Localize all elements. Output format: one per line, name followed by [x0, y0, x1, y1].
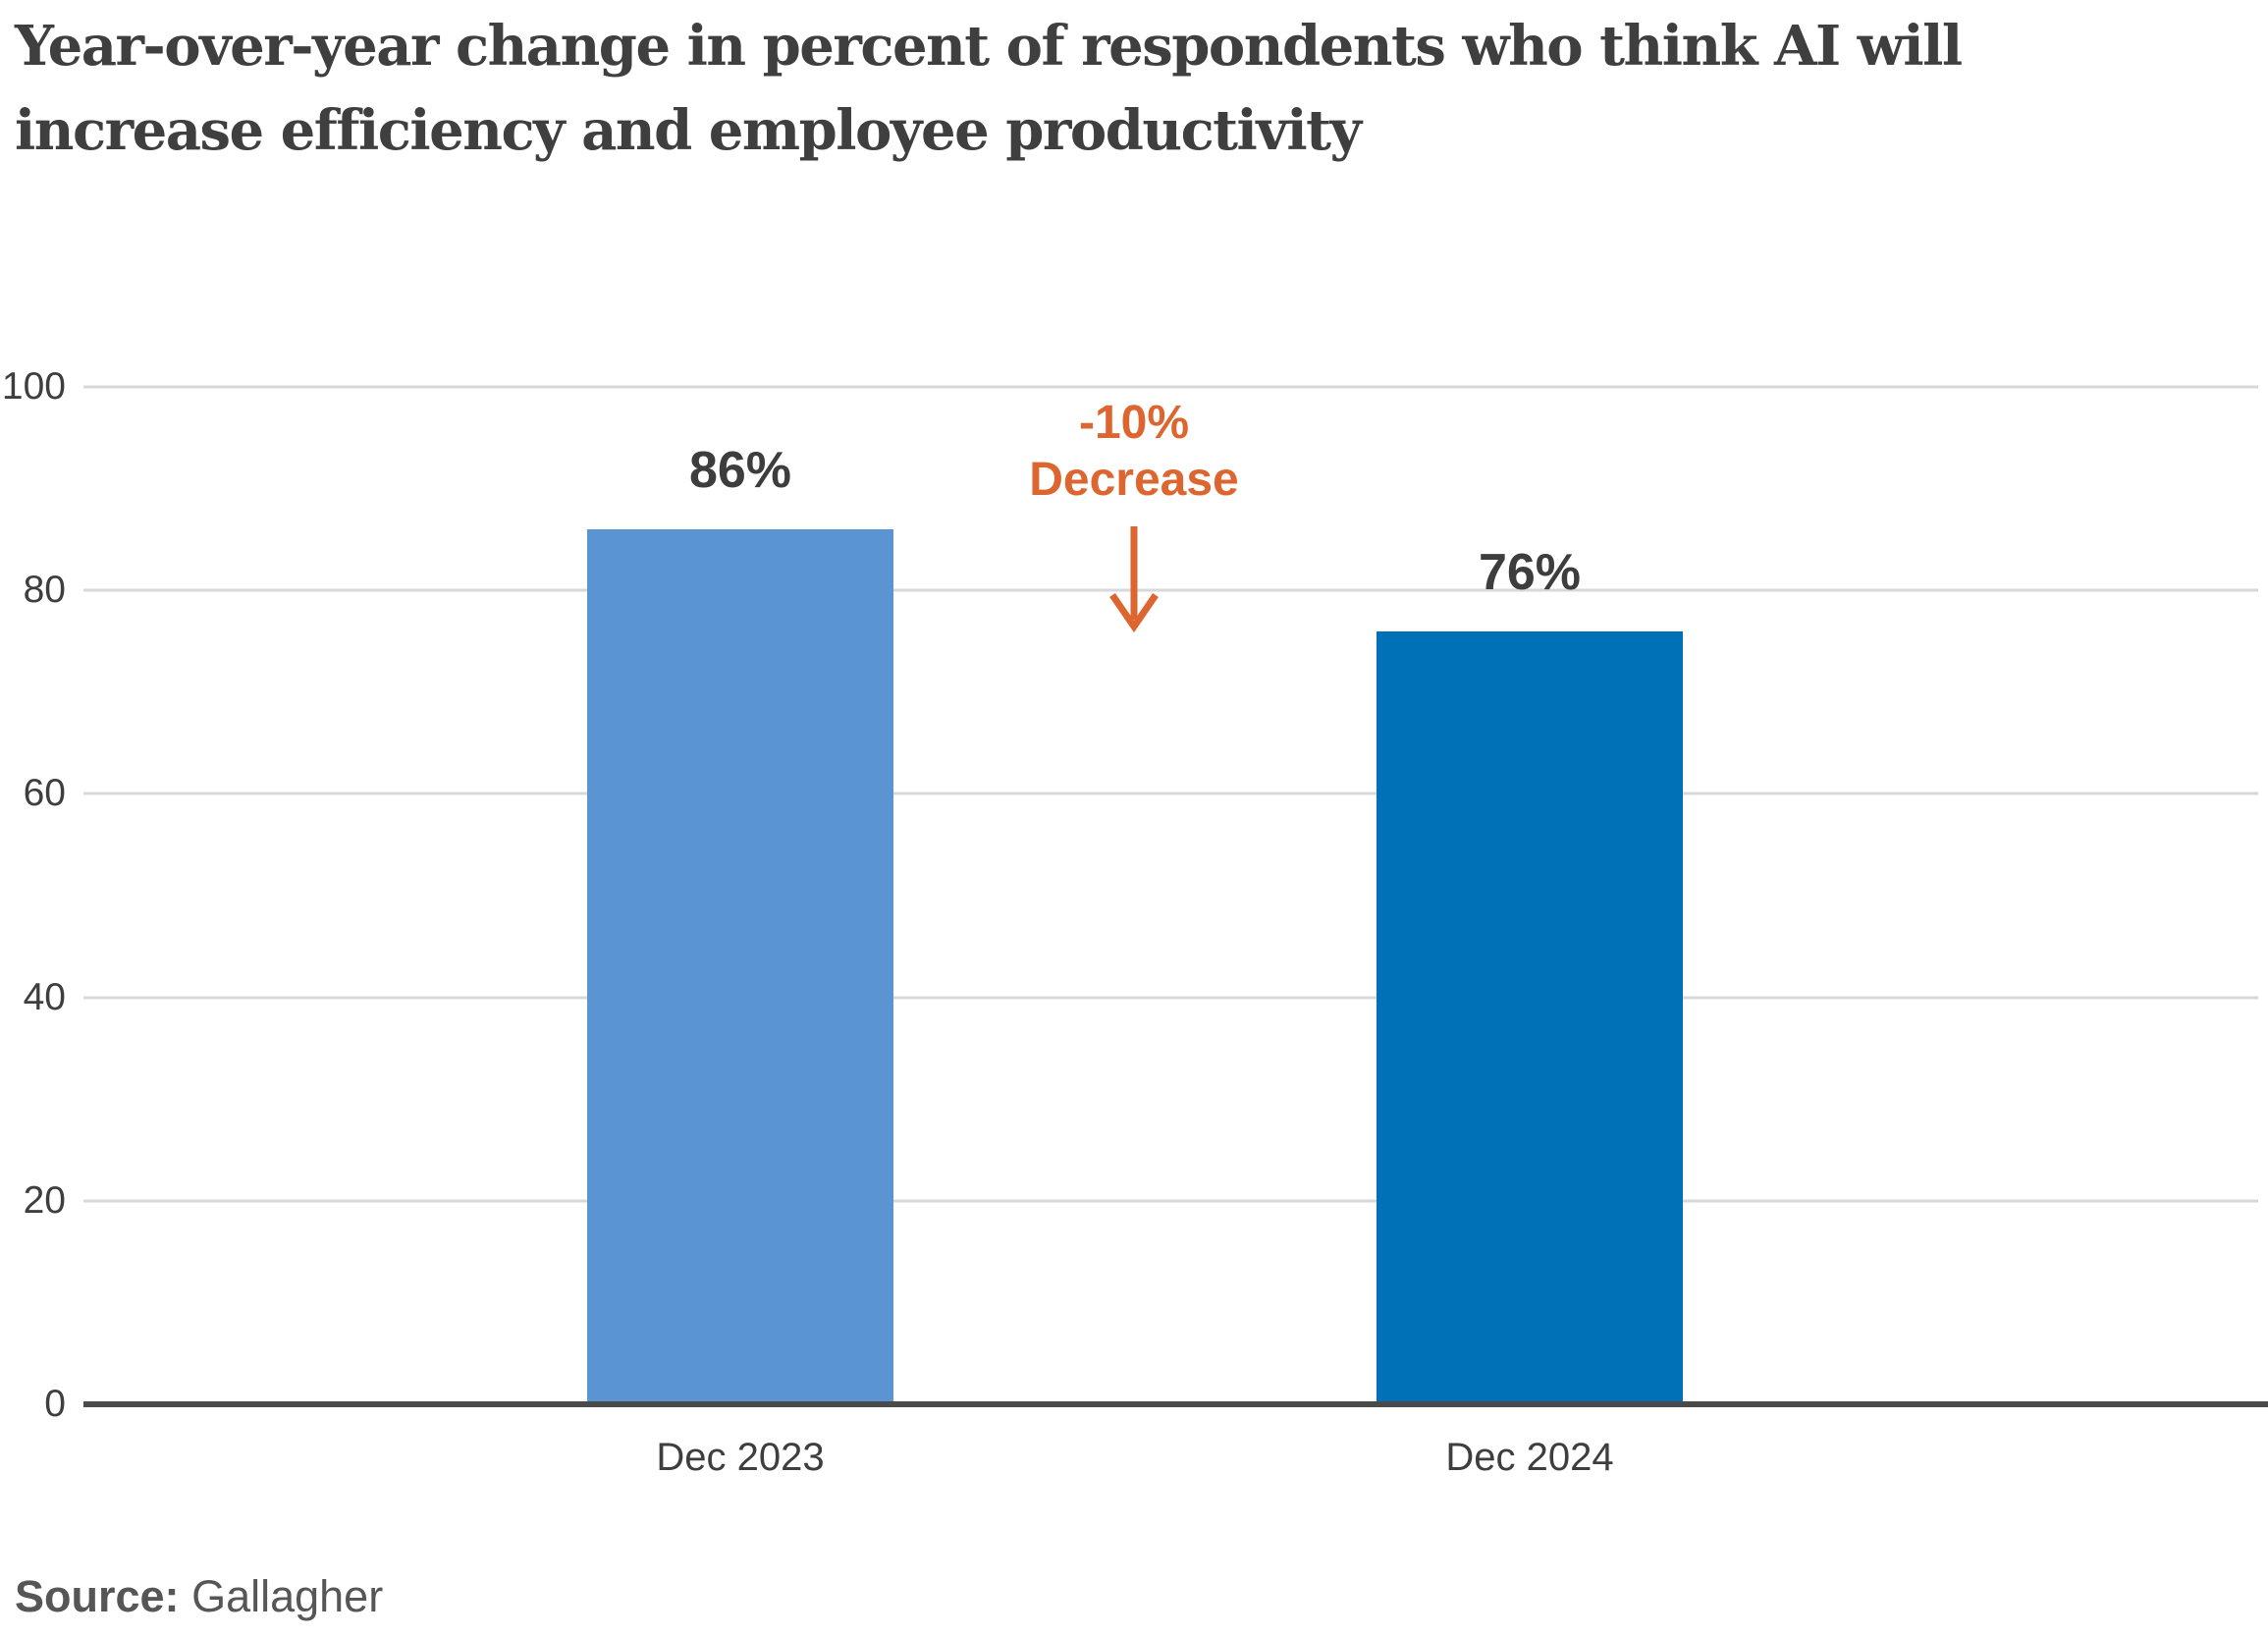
y-tick-label: 40 — [23, 975, 66, 1018]
gridline — [83, 385, 2258, 389]
bar-group-dec-2023: 86% Dec 2023 — [534, 387, 946, 1479]
source-line: Source: Gallagher — [15, 1569, 383, 1624]
y-tick-label: 60 — [23, 772, 66, 815]
grid-layer: 0 20 40 60 80 100 — [2, 365, 2258, 1425]
x-axis-line — [83, 1401, 2268, 1407]
bar-dec-2024 — [1377, 630, 1683, 1404]
source-label: Source: — [15, 1571, 180, 1621]
change-annotation: -10% Decrease — [938, 395, 1330, 634]
x-axis-label-dec-2024: Dec 2024 — [1445, 1436, 1614, 1479]
plot-area: 0 20 40 60 80 100 -10% Decrease 86% Dec 2023 … — [2, 365, 2268, 1479]
y-tick-label: 20 — [23, 1178, 66, 1222]
bar-dec-2023 — [587, 529, 893, 1404]
bar-value-label-dec-2023: 86% — [688, 442, 792, 500]
y-tick-label: 0 — [44, 1383, 66, 1425]
y-tick-label: 80 — [23, 569, 66, 612]
gridline — [83, 1199, 2258, 1203]
bar-group-dec-2024: 76% Dec 2024 — [1323, 387, 1736, 1479]
chart-title-line-1: Year-over-year change in percent of resp… — [15, 14, 1963, 79]
annotation-label: Decrease — [1029, 454, 1239, 506]
chart-title: Year-over-year change in percent of resp… — [15, 4, 2253, 173]
y-tick-label: 100 — [1, 365, 66, 408]
down-arrow-icon — [1109, 526, 1159, 633]
annotation-value: -10% — [1078, 397, 1190, 449]
gridline — [83, 588, 2258, 592]
bar-value-label-dec-2024: 76% — [1478, 543, 1582, 601]
source-value: Gallagher — [191, 1571, 384, 1621]
gridline — [83, 792, 2258, 795]
gridline — [83, 996, 2258, 1000]
chart-title-line-2: increase efficiency and employee product… — [15, 98, 1362, 163]
x-axis-label-dec-2023: Dec 2023 — [656, 1436, 825, 1479]
